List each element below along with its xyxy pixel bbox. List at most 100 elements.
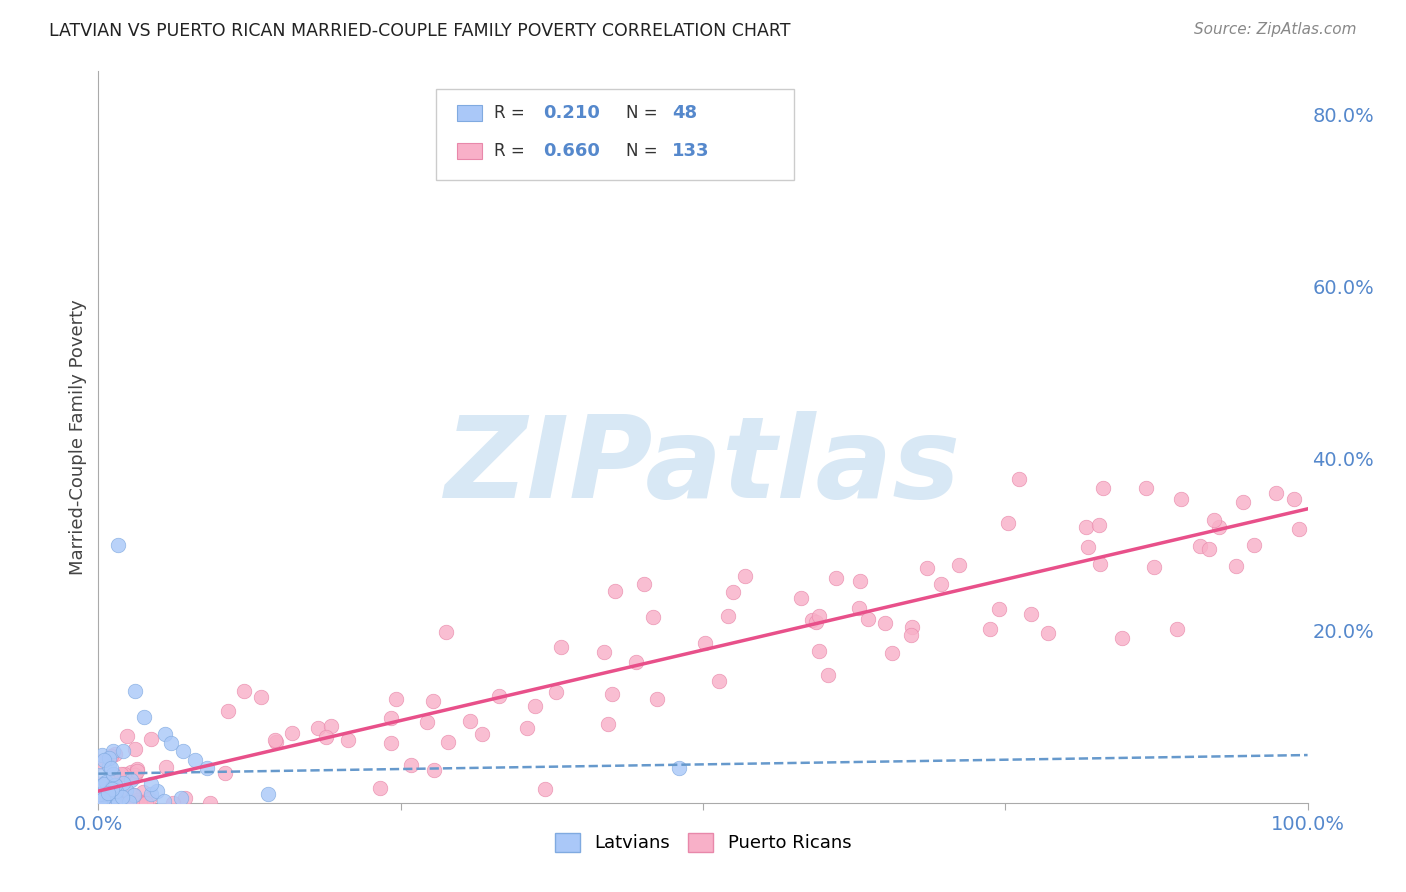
Point (1142, 560, 1164, 574)
Point (103, 782, 125, 797)
Point (100, 761, 122, 775)
Point (162, 796, 184, 810)
Point (124, 742, 146, 756)
Point (127, 792, 149, 806)
Point (129, 796, 152, 810)
Point (523, 698, 546, 713)
Point (128, 795, 150, 809)
Point (437, 735, 460, 749)
Point (1264, 486, 1286, 500)
Point (93, 753, 115, 767)
Point (122, 788, 145, 802)
Point (139, 787, 162, 801)
Point (534, 782, 557, 797)
Point (264, 735, 287, 749)
Point (1198, 541, 1220, 556)
Text: Source: ZipAtlas.com: Source: ZipAtlas.com (1194, 22, 1357, 37)
Point (152, 794, 174, 808)
Point (118, 795, 141, 809)
Point (125, 762, 148, 776)
Text: LATVIAN VS PUERTO RICAN MARRIED-COUPLE FAMILY POVERTY CORRELATION CHART: LATVIAN VS PUERTO RICAN MARRIED-COUPLE F… (49, 22, 790, 40)
Point (90, 795, 112, 809)
Point (132, 785, 155, 799)
Point (115, 796, 138, 810)
Point (997, 516, 1019, 530)
Point (603, 583, 626, 598)
Point (87, 795, 110, 809)
Point (120, 765, 142, 780)
Point (807, 644, 830, 658)
Point (806, 615, 828, 630)
Point (460, 714, 482, 729)
Point (184, 753, 207, 767)
Point (111, 744, 134, 758)
Point (281, 726, 304, 740)
Point (103, 773, 125, 788)
Point (94, 789, 117, 803)
Point (641, 609, 664, 624)
Point (110, 767, 132, 781)
Point (117, 795, 139, 809)
Point (160, 735, 183, 749)
Point (89, 779, 111, 793)
Point (173, 791, 195, 805)
Point (801, 614, 824, 628)
Point (434, 625, 457, 640)
Point (416, 715, 439, 730)
Point (89, 782, 111, 797)
Point (135, 796, 157, 810)
Point (97, 759, 120, 773)
Point (422, 764, 444, 778)
Point (124, 770, 146, 784)
Point (263, 732, 285, 747)
Point (915, 561, 938, 575)
Point (198, 796, 221, 810)
Point (104, 784, 127, 798)
Point (1076, 519, 1098, 533)
Point (721, 585, 744, 599)
Point (647, 692, 669, 706)
Point (100, 793, 122, 807)
Text: 133: 133 (672, 142, 710, 160)
Point (717, 609, 740, 624)
Point (1282, 491, 1305, 506)
Point (1091, 482, 1114, 496)
Point (1019, 607, 1042, 622)
Point (89, 755, 111, 769)
Point (93, 787, 115, 801)
Text: 48: 48 (672, 104, 697, 122)
Point (1232, 495, 1254, 509)
Point (170, 790, 193, 805)
Point (96, 786, 118, 800)
Point (256, 787, 278, 801)
Point (808, 608, 831, 623)
Point (789, 591, 811, 605)
Point (948, 558, 970, 572)
Point (100, 780, 122, 795)
Point (90, 747, 112, 762)
Point (93, 791, 115, 805)
Point (321, 719, 343, 733)
Point (97, 751, 120, 765)
Point (368, 780, 391, 795)
Point (117, 729, 139, 743)
Point (1170, 492, 1192, 507)
Point (217, 705, 239, 719)
Point (734, 568, 756, 582)
Point (233, 684, 256, 698)
Point (125, 764, 148, 778)
Point (707, 674, 730, 689)
Point (103, 780, 125, 794)
Point (399, 758, 422, 772)
Point (101, 744, 124, 758)
Text: N =: N = (626, 104, 662, 122)
Point (138, 792, 160, 806)
Legend: Latvians, Puerto Ricans: Latvians, Puerto Ricans (547, 826, 859, 860)
Point (145, 784, 167, 798)
Point (1202, 513, 1225, 527)
Point (112, 776, 135, 790)
Point (141, 732, 163, 747)
Point (600, 687, 623, 701)
Point (596, 717, 619, 731)
Point (101, 792, 124, 806)
